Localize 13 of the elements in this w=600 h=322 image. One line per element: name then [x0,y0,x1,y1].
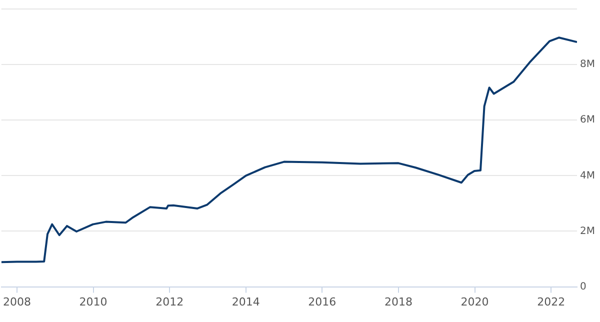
x-tick-label: 2012 [156,295,184,308]
y-tick-label: 8M [580,59,596,70]
x-tick-label: 2014 [232,295,260,308]
x-tick-label: 2022 [537,295,566,308]
y-tick-label: 6M [580,114,596,126]
y-tick-label: 2M [580,226,596,237]
x-tick-label: 2008 [2,295,31,308]
y-tick-label: 4M [580,170,596,182]
x-tick-label: 2018 [384,295,412,308]
x-tick-label: 2020 [460,295,489,308]
y-tick-label: 0 [580,281,586,292]
x-tick-label: 2016 [308,295,336,308]
x-tick-label: 2010 [79,295,108,308]
